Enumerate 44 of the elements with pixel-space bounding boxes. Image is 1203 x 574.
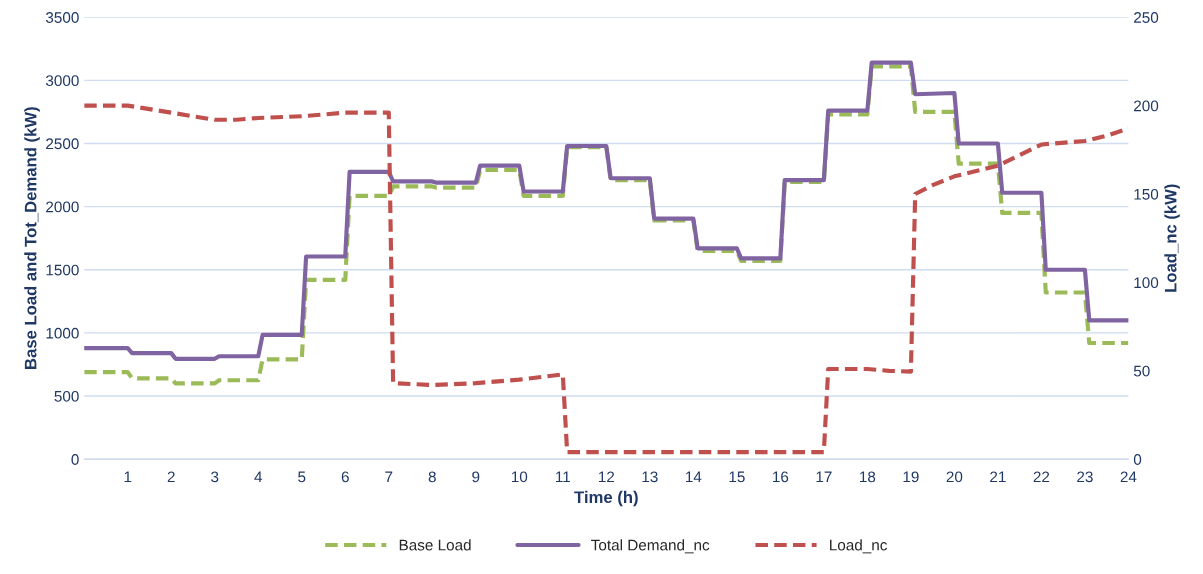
- x-tick-label: 8: [428, 471, 436, 483]
- x-tick-label: 24: [1120, 471, 1137, 483]
- y-tick-label: 1500: [46, 264, 79, 276]
- x-tick-label: 13: [642, 471, 658, 483]
- x-tick-label: 2: [167, 471, 175, 483]
- x-tick-label: 20: [946, 471, 963, 483]
- x-tick-label: 23: [1077, 471, 1093, 483]
- y-tick-label: 2000: [46, 201, 79, 213]
- x-tick-label: 17: [816, 471, 832, 483]
- x-tick-label: 7: [385, 471, 393, 483]
- x-tick-label: 10: [511, 471, 528, 483]
- x-tick-label: 4: [254, 471, 263, 483]
- x-tick-label: 14: [686, 471, 702, 483]
- y2-tick-label: 200: [1134, 100, 1159, 112]
- y-tick-label: 0: [71, 454, 79, 465]
- x-tick-label: 22: [1033, 471, 1050, 483]
- x-tick-label: 18: [860, 471, 876, 483]
- x-tick-label: 11: [556, 471, 570, 483]
- y2-tick-label: 0: [1133, 454, 1142, 465]
- y2-tick-label: 250: [1134, 12, 1159, 23]
- legend-label: Load_nc: [830, 539, 888, 554]
- y-axis-title: Base Load and Tot_Demand (kW): [24, 107, 40, 369]
- x-tick-label: 15: [729, 471, 745, 483]
- y-tick-label: 3000: [45, 75, 79, 87]
- y-tick-label: 3500: [45, 12, 79, 23]
- x-tick-label: 12: [598, 471, 615, 483]
- x-tick-label: 21: [990, 471, 1006, 483]
- x-axis-title: Time (h): [574, 490, 638, 507]
- y2-axis-title: Load_nc (kW): [1164, 184, 1180, 292]
- x-tick-label: 19: [903, 471, 919, 483]
- x-tick-label: 9: [472, 471, 480, 483]
- y-tick-label: 2500: [46, 138, 79, 150]
- y2-tick-label: 50: [1133, 365, 1150, 377]
- x-tick-label: 16: [773, 471, 789, 483]
- x-tick-label: 3: [211, 471, 219, 483]
- x-tick-label: 5: [298, 471, 306, 483]
- y-tick-label: 500: [54, 390, 79, 402]
- y2-tick-label: 150: [1134, 188, 1159, 200]
- y2-tick-label: 100: [1134, 277, 1159, 289]
- legend-label: Total Demand_nc: [591, 539, 710, 554]
- legend-label: Base Load: [399, 539, 471, 551]
- x-tick-label: 6: [341, 471, 349, 483]
- y-tick-label: 1000: [46, 327, 79, 339]
- x-tick-label: 1: [124, 471, 132, 483]
